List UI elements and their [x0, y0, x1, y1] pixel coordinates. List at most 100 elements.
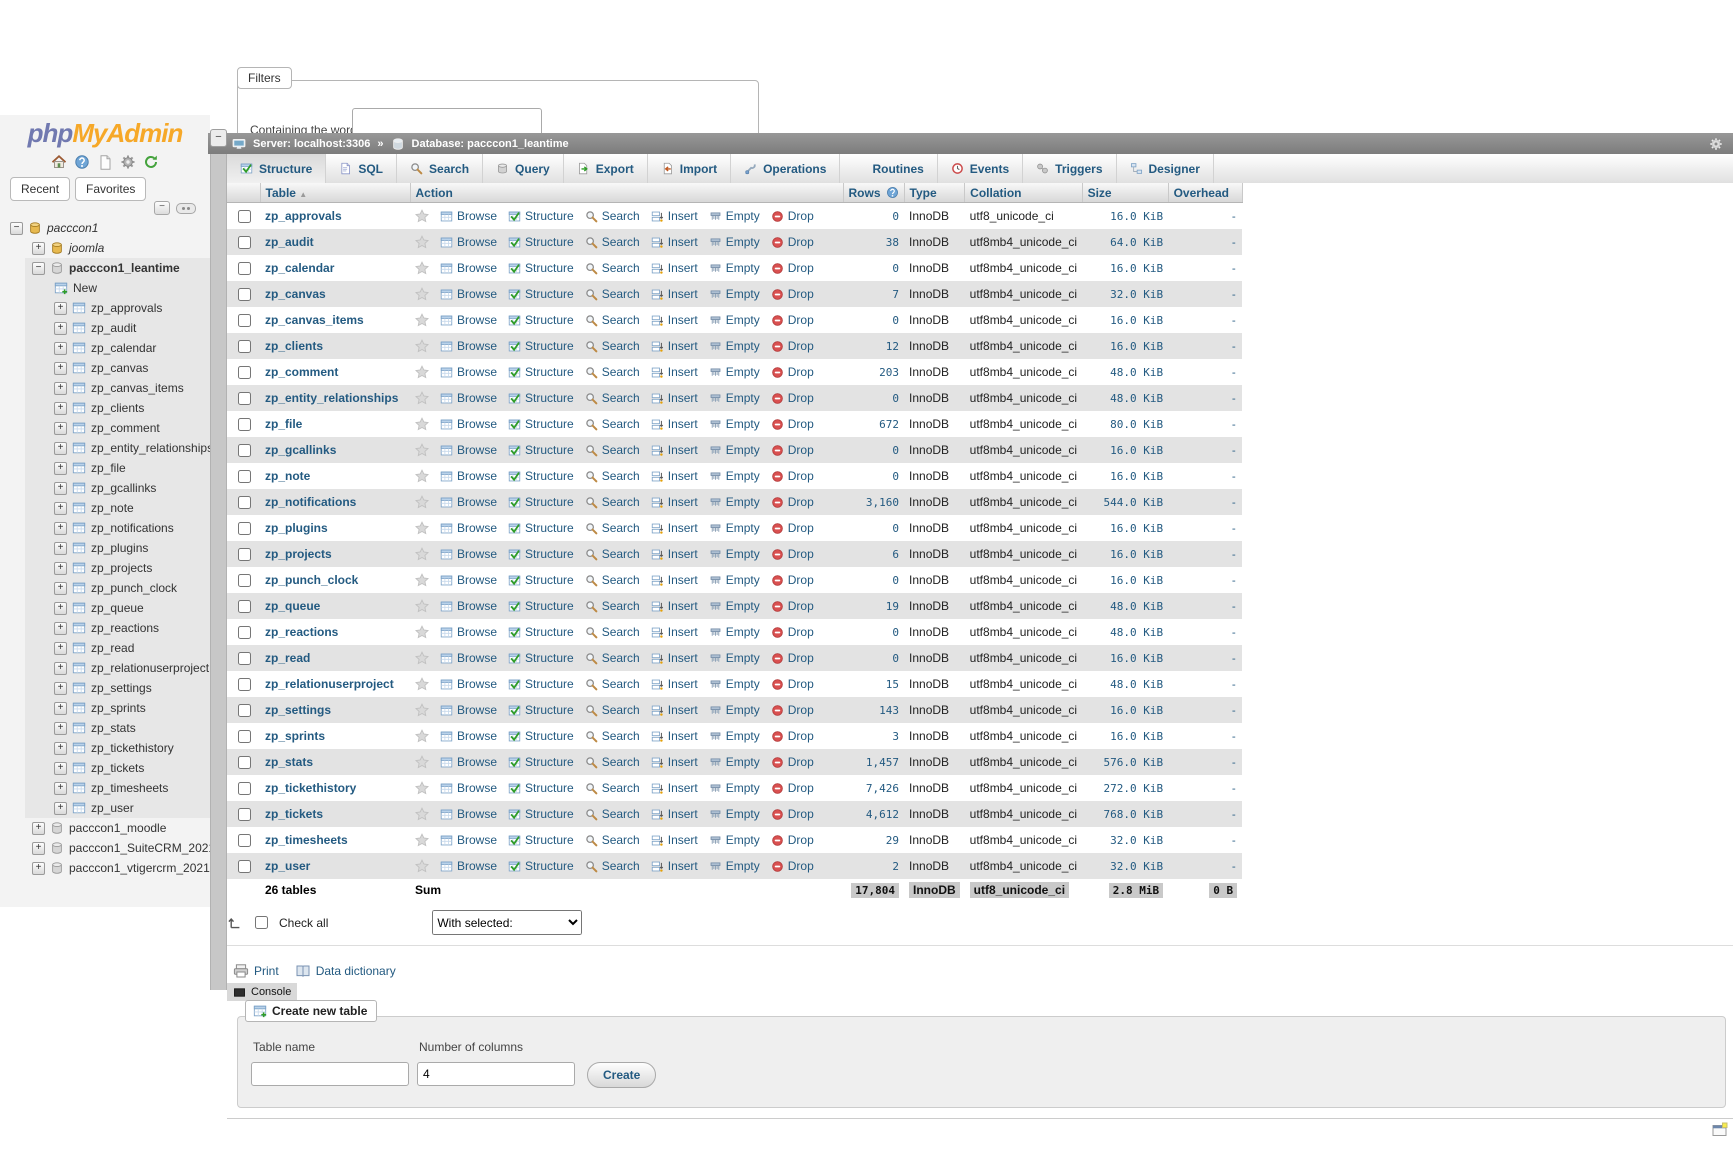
breadcrumb-server-link[interactable]: Server: localhost:3306	[253, 137, 371, 150]
insert-link[interactable]: Insert	[651, 573, 698, 587]
row-checkbox[interactable]	[237, 417, 251, 431]
browse-link[interactable]: Browse	[440, 573, 497, 587]
browse-link[interactable]: Browse	[440, 235, 497, 249]
row-checkbox[interactable]	[237, 807, 251, 821]
favorite-star-icon[interactable]	[415, 781, 429, 795]
breadcrumb-database-link[interactable]: Database: pacccon1_leantime	[411, 137, 569, 150]
documentation-icon[interactable]	[97, 154, 113, 170]
expand-icon[interactable]: +	[54, 541, 67, 555]
table-name-link[interactable]: zp_relationuserproject	[265, 677, 394, 691]
insert-link[interactable]: Insert	[651, 339, 698, 353]
drop-link[interactable]: Drop	[771, 235, 814, 249]
search-link[interactable]: Search	[585, 755, 640, 769]
rows-help-icon[interactable]	[886, 186, 899, 199]
search-link[interactable]: Search	[585, 599, 640, 613]
empty-link[interactable]: Empty	[709, 365, 760, 379]
browse-link[interactable]: Browse	[440, 547, 497, 561]
structure-link[interactable]: Structure	[508, 495, 574, 509]
insert-link[interactable]: Insert	[651, 703, 698, 717]
browse-link[interactable]: Browse	[440, 469, 497, 483]
search-link[interactable]: Search	[585, 729, 640, 743]
browse-link[interactable]: Browse	[440, 833, 497, 847]
browse-link[interactable]: Browse	[440, 417, 497, 431]
data-dictionary-link[interactable]: Data dictionary	[295, 963, 396, 979]
browse-link[interactable]: Browse	[440, 339, 497, 353]
drop-link[interactable]: Drop	[771, 261, 814, 275]
favorite-star-icon[interactable]	[415, 235, 429, 249]
insert-link[interactable]: Insert	[651, 833, 698, 847]
structure-link[interactable]: Structure	[508, 807, 574, 821]
browse-link[interactable]: Browse	[440, 781, 497, 795]
structure-link[interactable]: Structure	[508, 287, 574, 301]
favorite-star-icon[interactable]	[415, 677, 429, 691]
insert-link[interactable]: Insert	[651, 729, 698, 743]
console-button[interactable]: Console	[227, 983, 297, 1001]
favorite-star-icon[interactable]	[415, 209, 429, 223]
search-link[interactable]: Search	[585, 339, 640, 353]
header-collation[interactable]: Collation	[964, 183, 1083, 203]
table-name-input[interactable]	[251, 1062, 409, 1086]
drop-link[interactable]: Drop	[771, 365, 814, 379]
insert-link[interactable]: Insert	[651, 781, 698, 795]
empty-link[interactable]: Empty	[709, 443, 760, 457]
empty-link[interactable]: Empty	[709, 547, 760, 561]
expand-icon[interactable]: +	[54, 301, 67, 315]
expand-icon[interactable]: +	[32, 241, 45, 255]
row-checkbox[interactable]	[237, 521, 251, 535]
search-link[interactable]: Search	[585, 781, 640, 795]
tab-designer[interactable]: Designer	[1117, 154, 1214, 183]
structure-link[interactable]: Structure	[508, 391, 574, 405]
drop-link[interactable]: Drop	[771, 469, 814, 483]
empty-link[interactable]: Empty	[709, 209, 760, 223]
favorite-star-icon[interactable]	[415, 391, 429, 405]
table-name-link[interactable]: zp_canvas_items	[265, 313, 364, 327]
collapse-navigation-button[interactable]: −	[210, 129, 227, 147]
search-link[interactable]: Search	[585, 209, 640, 223]
favorite-star-icon[interactable]	[415, 261, 429, 275]
search-link[interactable]: Search	[585, 417, 640, 431]
empty-link[interactable]: Empty	[709, 703, 760, 717]
insert-link[interactable]: Insert	[651, 469, 698, 483]
insert-link[interactable]: Insert	[651, 599, 698, 613]
row-checkbox[interactable]	[237, 625, 251, 639]
empty-link[interactable]: Empty	[709, 261, 760, 275]
row-checkbox[interactable]	[237, 599, 251, 613]
expand-icon[interactable]: +	[54, 701, 67, 715]
favorite-star-icon[interactable]	[415, 599, 429, 613]
drop-link[interactable]: Drop	[771, 391, 814, 405]
browse-link[interactable]: Browse	[440, 495, 497, 509]
structure-link[interactable]: Structure	[508, 677, 574, 691]
insert-link[interactable]: Insert	[651, 521, 698, 535]
insert-link[interactable]: Insert	[651, 547, 698, 561]
row-checkbox[interactable]	[237, 833, 251, 847]
table-name-link[interactable]: zp_canvas	[265, 287, 326, 301]
drop-link[interactable]: Drop	[771, 209, 814, 223]
favorite-star-icon[interactable]	[415, 807, 429, 821]
tab-triggers[interactable]: Triggers	[1023, 154, 1117, 183]
search-link[interactable]: Search	[585, 573, 640, 587]
row-checkbox[interactable]	[237, 287, 251, 301]
structure-link[interactable]: Structure	[508, 781, 574, 795]
table-name-link[interactable]: zp_user	[265, 859, 311, 873]
tab-routines[interactable]: Routines	[840, 154, 938, 183]
drop-link[interactable]: Drop	[771, 833, 814, 847]
empty-link[interactable]: Empty	[709, 521, 760, 535]
tab-sql[interactable]: SQL	[326, 154, 398, 183]
expand-icon[interactable]: +	[54, 501, 67, 515]
search-link[interactable]: Search	[585, 495, 640, 509]
nav-panel-detach-icon[interactable]	[176, 202, 196, 214]
header-size[interactable]: Size	[1082, 183, 1169, 203]
drop-link[interactable]: Drop	[771, 313, 814, 327]
expand-icon[interactable]: +	[54, 801, 67, 815]
insert-link[interactable]: Insert	[651, 625, 698, 639]
search-link[interactable]: Search	[585, 521, 640, 535]
table-name-link[interactable]: zp_queue	[265, 599, 321, 613]
favorite-star-icon[interactable]	[415, 339, 429, 353]
table-name-link[interactable]: zp_tickethistory	[265, 781, 357, 795]
empty-link[interactable]: Empty	[709, 807, 760, 821]
expand-icon[interactable]: +	[32, 841, 45, 855]
phpmyadmin-logo[interactable]: phpMyAdmin	[27, 118, 184, 148]
header-type[interactable]: Type	[904, 183, 966, 203]
search-link[interactable]: Search	[585, 235, 640, 249]
reload-navigation-icon[interactable]	[143, 154, 159, 170]
